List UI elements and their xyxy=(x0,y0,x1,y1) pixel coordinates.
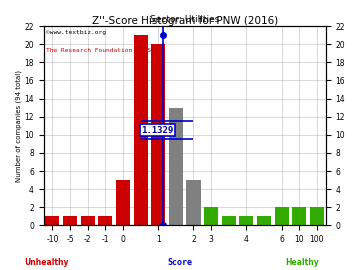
Bar xyxy=(169,108,183,225)
Text: 1.1329: 1.1329 xyxy=(141,126,174,135)
Bar xyxy=(81,217,95,225)
Text: Healthy: Healthy xyxy=(285,258,319,267)
Bar xyxy=(151,44,165,225)
Bar xyxy=(257,217,271,225)
Bar xyxy=(134,35,148,225)
Text: The Research Foundation of SUNY: The Research Foundation of SUNY xyxy=(46,48,163,53)
Bar xyxy=(310,207,324,225)
Y-axis label: Number of companies (94 total): Number of companies (94 total) xyxy=(15,70,22,182)
Bar xyxy=(292,207,306,225)
Bar xyxy=(186,180,201,225)
Bar xyxy=(222,217,236,225)
Bar xyxy=(275,207,289,225)
Text: Score: Score xyxy=(167,258,193,267)
Text: Sector: Utilities: Sector: Utilities xyxy=(150,15,219,24)
Text: Unhealthy: Unhealthy xyxy=(24,258,69,267)
Title: Z''-Score Histogram for PNW (2016): Z''-Score Histogram for PNW (2016) xyxy=(91,16,278,26)
Bar xyxy=(63,217,77,225)
Bar xyxy=(239,217,253,225)
Bar xyxy=(98,217,112,225)
Bar xyxy=(204,207,218,225)
Bar xyxy=(116,180,130,225)
Bar xyxy=(45,217,59,225)
Text: ©www.textbiz.org: ©www.textbiz.org xyxy=(46,30,107,35)
